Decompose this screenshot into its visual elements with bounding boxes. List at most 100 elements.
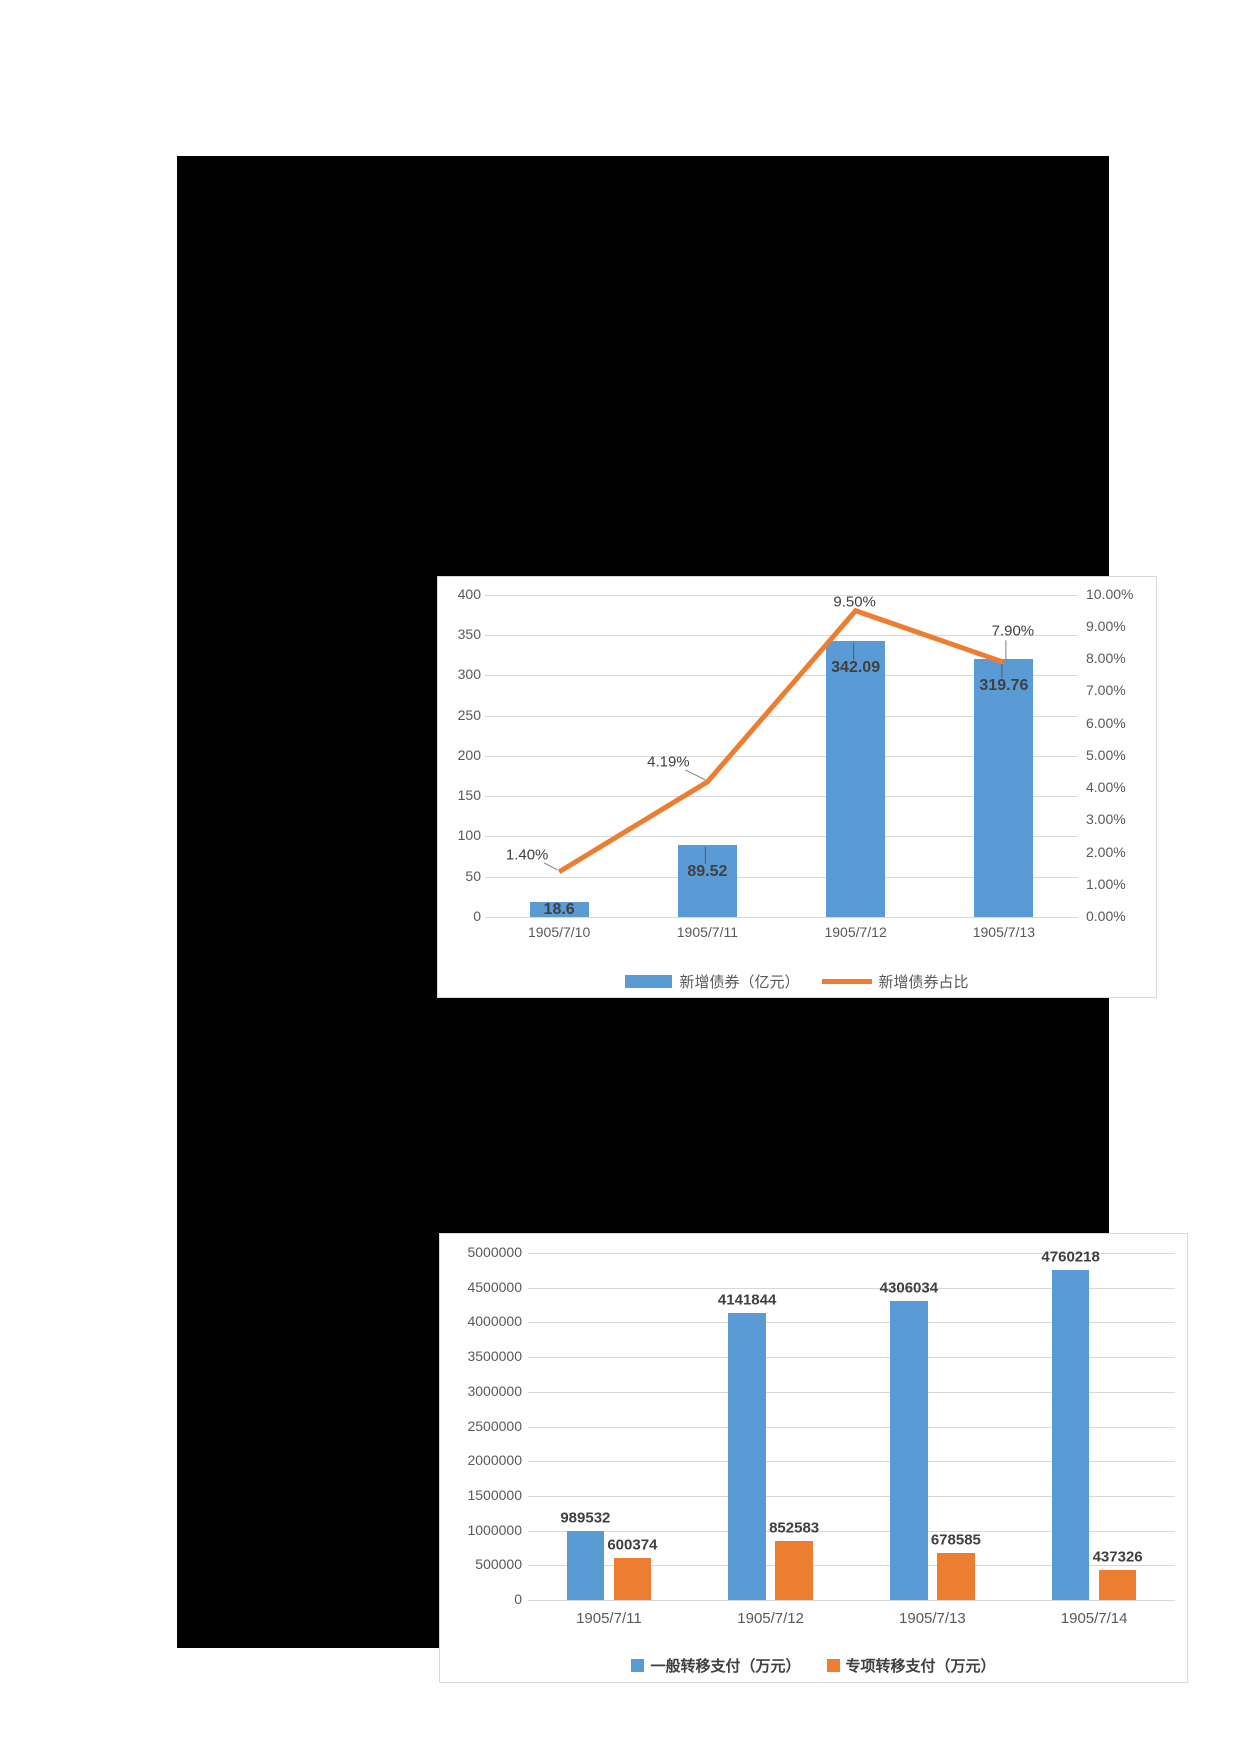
gridline <box>528 1391 1175 1393</box>
category-label: 1905/7/12 <box>824 924 887 940</box>
right-axis-tick: 9.00% <box>1086 617 1126 634</box>
category-label: 1905/7/12 <box>737 1610 804 1627</box>
combo-chart-panel: 400 350 300 250 200 150 100 50 0 10.00% 9.00% 8.00%… <box>437 576 1157 998</box>
chart-legend: 新增债券（亿元） 新增债券占比 <box>438 971 1156 991</box>
category-label: 1905/7/11 <box>576 1610 642 1627</box>
bar-value-label: 4306034 <box>879 1279 939 1297</box>
left-axis-tick: 50 <box>465 867 481 884</box>
bar-value-label: 319.76 <box>979 677 1029 695</box>
left-axis-tick: 350 <box>457 625 481 642</box>
right-axis-tick: 5.00% <box>1086 746 1126 763</box>
gridline <box>528 1461 1175 1463</box>
grouped-bar-chart-panel: 5000000 4500000 4000000 3500000 3000000 25000… <box>439 1233 1188 1683</box>
right-axis-tick: 7.00% <box>1086 682 1126 699</box>
y-axis-tick: 2000000 <box>467 1452 522 1469</box>
y-axis-tick: 5000000 <box>467 1244 522 1260</box>
legend-swatch <box>631 1658 645 1672</box>
bar-value-label: 4141844 <box>717 1291 777 1309</box>
legend-item-special: 专项转移支付（万元） <box>826 1655 996 1676</box>
document-canvas: 400 350 300 250 200 150 100 50 0 10.00% 9.00% 8.00%… <box>177 156 1188 1683</box>
bar-special-transfer <box>613 1558 652 1600</box>
left-axis-tick: 300 <box>457 666 481 683</box>
y-axis-tick: 1500000 <box>467 1486 522 1503</box>
gridline <box>528 1253 1175 1254</box>
line-value-label: 4.19% <box>647 753 690 771</box>
bar-value-label: 678585 <box>930 1531 981 1549</box>
bar-special-transfer <box>775 1540 813 1600</box>
left-axis-tick: 400 <box>457 585 481 602</box>
legend-label: 新增债券（亿元） <box>679 973 800 991</box>
gridline <box>528 1426 1175 1428</box>
legend-label: 专项转移支付（万元） <box>845 1657 996 1675</box>
y-axis-tick: 2500000 <box>467 1417 522 1434</box>
bar-special-transfer <box>1098 1569 1137 1600</box>
bar-general-transfer <box>890 1301 928 1600</box>
category-label: 1905/7/13 <box>899 1610 966 1627</box>
left-axis-tick: 250 <box>457 706 481 723</box>
gridline <box>528 1495 1175 1497</box>
bar-general-transfer <box>728 1312 766 1600</box>
right-axis-tick: 2.00% <box>1086 843 1126 860</box>
right-axis-tick: 6.00% <box>1086 714 1126 731</box>
bar-value-label: 852583 <box>769 1519 820 1537</box>
right-axis-tick: 10.00% <box>1086 585 1134 602</box>
category-label: 1905/7/10 <box>527 924 591 940</box>
bar-value-label: 437326 <box>1092 1548 1143 1566</box>
gridline <box>485 917 1078 918</box>
bar-new-bonds <box>529 902 589 917</box>
y-axis-tick: 0 <box>514 1591 522 1607</box>
gridline <box>528 1565 1175 1567</box>
legend-label: 一般转移支付（万元） <box>650 1657 801 1675</box>
y-axis-tick: 4500000 <box>467 1278 522 1295</box>
legend-swatch-line <box>821 978 872 984</box>
legend-item-line-series: 新增债券占比 <box>821 971 969 992</box>
gridline <box>485 634 1078 636</box>
right-axis-tick: 8.00% <box>1086 650 1126 667</box>
line-value-label: 7.90% <box>991 622 1035 640</box>
gridline <box>528 1322 1175 1324</box>
left-axis-tick: 100 <box>457 827 481 844</box>
right-axis-tick: 4.00% <box>1086 779 1126 796</box>
bar-new-bonds <box>677 844 737 917</box>
bar-value-label: 600374 <box>607 1536 658 1554</box>
bar-new-bonds <box>826 641 886 917</box>
bar-value-label: 4760218 <box>1041 1248 1100 1266</box>
bar-special-transfer <box>937 1552 975 1600</box>
y-axis-tick: 1000000 <box>467 1521 522 1538</box>
legend-item-bar-series: 新增债券（亿元） <box>625 971 800 992</box>
legend-label: 新增债券占比 <box>878 973 969 991</box>
category-label: 1905/7/11 <box>676 924 738 940</box>
bar-value-label: 18.6 <box>543 900 575 918</box>
legend-item-general: 一般转移支付（万元） <box>631 1655 801 1676</box>
legend-swatch-bar <box>625 974 673 988</box>
gridline <box>485 594 1078 596</box>
right-axis-tick: 1.00% <box>1086 875 1126 892</box>
gridline <box>485 876 1078 878</box>
gridline <box>528 1287 1175 1289</box>
bar-value-label: 89.52 <box>687 862 728 880</box>
chart-legend: 一般转移支付（万元） 专项转移支付（万元） <box>440 1655 1187 1675</box>
line-value-label: 9.50% <box>833 593 876 611</box>
gridline <box>528 1600 1175 1601</box>
category-label: 1905/7/14 <box>1060 1610 1128 1627</box>
gridline <box>528 1357 1175 1359</box>
right-axis-tick: 3.00% <box>1086 811 1126 828</box>
legend-swatch <box>826 1658 840 1672</box>
category-label: 1905/7/13 <box>972 924 1036 940</box>
bar-value-label: 989532 <box>560 1509 611 1527</box>
left-axis-tick: 0 <box>473 908 481 924</box>
bar-new-bonds <box>974 659 1034 917</box>
gridline <box>528 1530 1175 1532</box>
right-axis-tick: 0.00% <box>1086 908 1126 924</box>
bar-value-label: 342.09 <box>831 659 881 677</box>
y-axis-tick: 4000000 <box>467 1313 522 1330</box>
left-axis-tick: 150 <box>457 787 481 804</box>
bar-general-transfer <box>1051 1269 1090 1600</box>
y-axis-tick: 3500000 <box>467 1348 522 1365</box>
bar-general-transfer <box>566 1531 605 1600</box>
left-axis-tick: 200 <box>457 746 481 763</box>
y-axis-tick: 3000000 <box>467 1382 522 1399</box>
line-value-label: 1.40% <box>505 846 549 864</box>
y-axis-tick: 500000 <box>475 1556 522 1573</box>
